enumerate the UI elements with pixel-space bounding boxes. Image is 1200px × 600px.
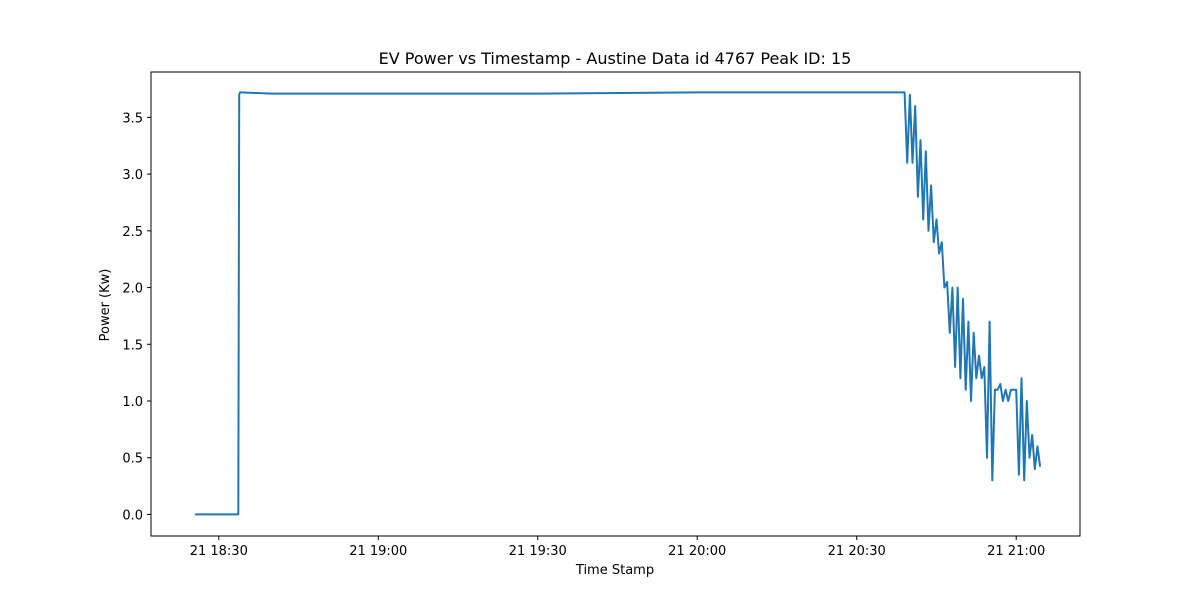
y-tick-label: 2.5 [122, 225, 143, 240]
x-tick-label: 21 20:00 [668, 544, 726, 559]
series-layer [194, 91, 1042, 516]
x-axis-label: Time Stamp [575, 563, 654, 578]
x-tick-label: 21 19:30 [509, 544, 567, 559]
y-tick-label: 3.5 [122, 111, 143, 126]
y-axis-label: Power (Kw) [98, 269, 113, 342]
x-tick-label: 21 20:30 [828, 544, 886, 559]
chart-title: EV Power vs Timestamp - Austine Data id … [379, 49, 852, 68]
y-tick-label: 2.0 [122, 282, 143, 297]
x-tick-label: 21 21:00 [987, 544, 1045, 559]
y-tick-label: 0.0 [122, 508, 143, 523]
y-axis: 0.0 0.5 1.0 1.5 2.0 2.5 3.0 3.5 [122, 111, 151, 523]
y-tick-label: 3.0 [122, 168, 143, 183]
x-tick-label: 21 19:00 [349, 544, 407, 559]
x-axis: 21 18:30 21 19:00 21 19:30 21 20:00 21 20:30… [190, 536, 1045, 559]
plot-frame [150, 71, 1081, 537]
y-tick-label: 1.5 [122, 338, 143, 353]
y-tick-label: 0.5 [122, 452, 143, 467]
y-tick-label: 1.0 [122, 395, 143, 410]
x-tick-label: 21 18:30 [190, 544, 248, 559]
series-line [194, 91, 1042, 516]
